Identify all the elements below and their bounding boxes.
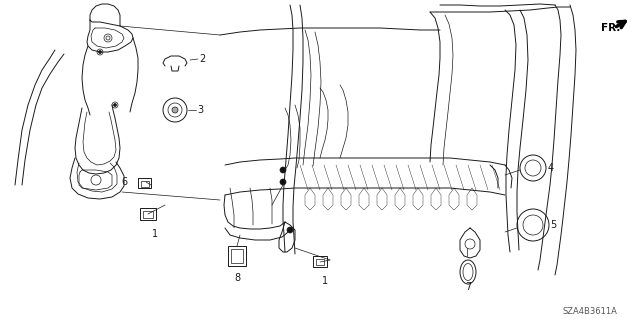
Circle shape (280, 179, 286, 185)
Circle shape (99, 50, 102, 54)
Bar (313, 256, 327, 267)
Circle shape (172, 107, 178, 113)
Text: 1: 1 (322, 276, 328, 286)
Bar (138, 178, 151, 188)
Bar (228, 246, 246, 266)
Text: 3: 3 (197, 105, 203, 115)
Bar (316, 259, 324, 265)
Text: 8: 8 (234, 273, 240, 283)
Text: 1: 1 (152, 229, 158, 239)
Bar (143, 211, 153, 218)
Text: 7: 7 (465, 282, 471, 292)
Circle shape (113, 103, 116, 107)
Text: FR.: FR. (601, 23, 620, 33)
Text: 2: 2 (199, 54, 205, 64)
Circle shape (280, 167, 286, 173)
Circle shape (287, 227, 293, 233)
Bar (140, 208, 156, 220)
Bar (141, 181, 149, 187)
Text: 5: 5 (550, 220, 556, 230)
Text: 6: 6 (122, 177, 128, 187)
Bar (231, 249, 243, 263)
Text: SZA4B3611A: SZA4B3611A (563, 308, 618, 316)
Text: 4: 4 (548, 163, 554, 173)
